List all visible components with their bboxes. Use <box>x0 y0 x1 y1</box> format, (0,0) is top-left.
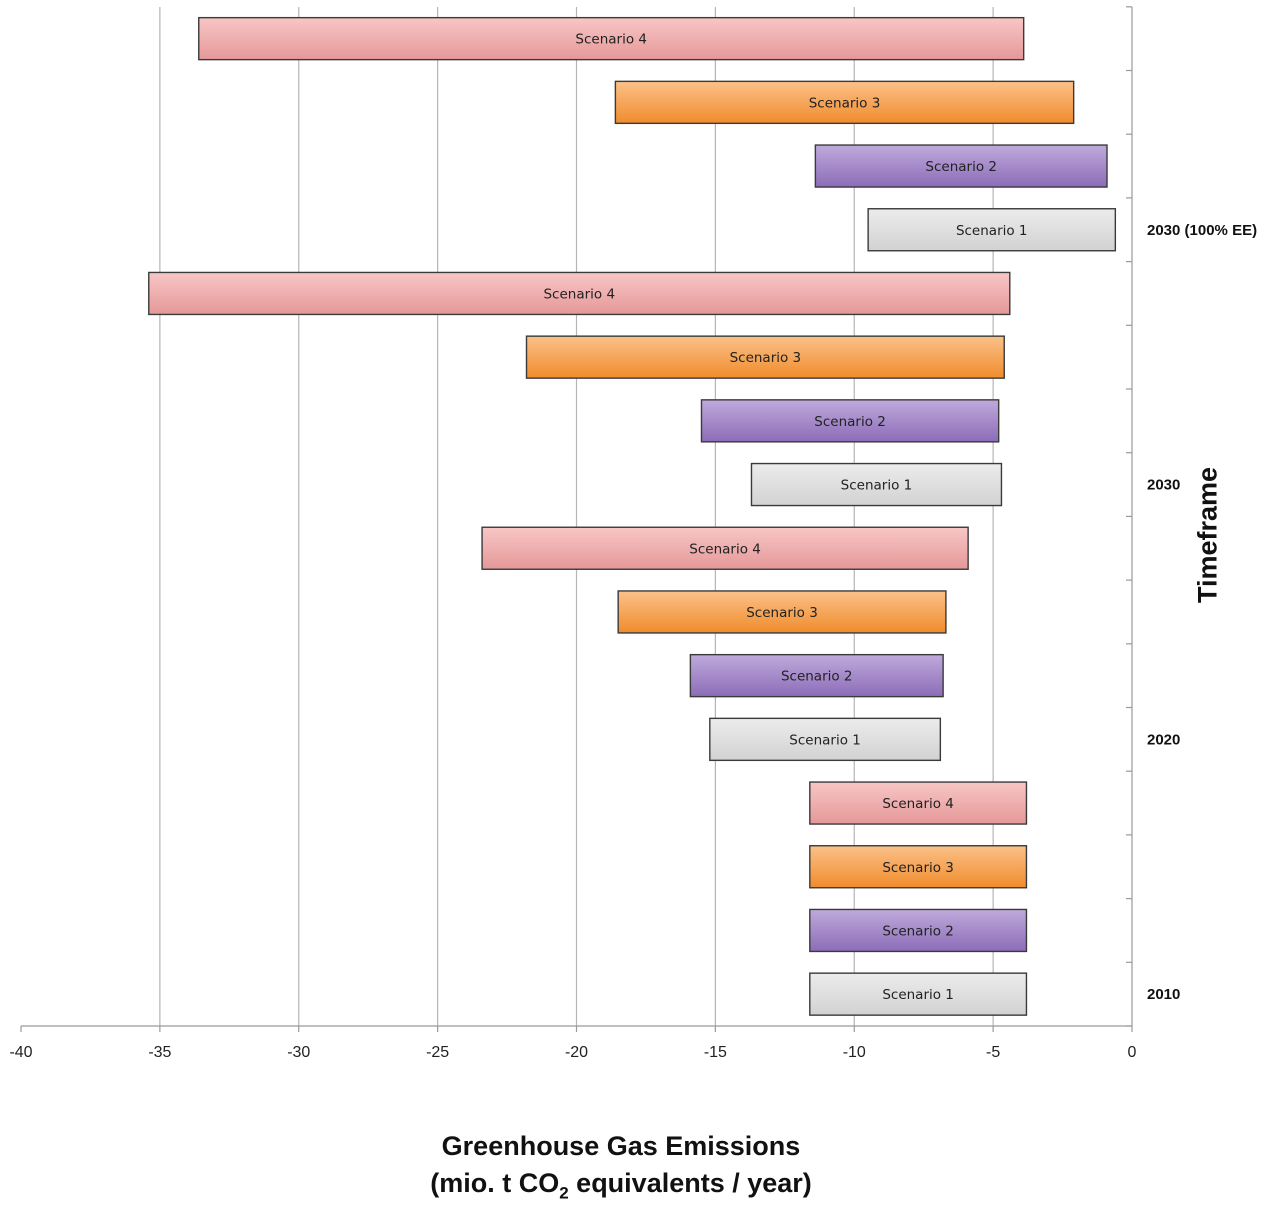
bar-label: Scenario 2 <box>925 159 997 175</box>
bar-label: Scenario 4 <box>543 286 615 302</box>
x-axis-title-pre: (mio. t CO <box>430 1168 560 1198</box>
bar-scenario-1 <box>809 972 1028 1016</box>
bars: Scenario 1 Scenario 2 Scenario 3 Scenario 4… <box>148 16 1117 1016</box>
x-axis-title-post: equivalents / year) <box>568 1168 812 1198</box>
bar-scenario-2 <box>700 399 1000 443</box>
x-tick-label: -35 <box>148 1044 171 1061</box>
category-label: 2030 <box>1147 477 1180 494</box>
x-axis-title: Greenhouse Gas Emissions (mio. t CO2 equ… <box>0 1128 1242 1211</box>
x-tick-label: -5 <box>986 1044 1000 1061</box>
axes: -40 -35 -30 -25 -20 -15 -10 -5 0 <box>9 6 1137 1061</box>
bar-label: Scenario 3 <box>730 350 802 366</box>
bar-label: Scenario 2 <box>781 669 853 685</box>
bar-scenario-1 <box>709 717 942 762</box>
bar-scenario-3 <box>614 80 1075 125</box>
bar-label: Scenario 2 <box>882 923 954 939</box>
bar-label: Scenario 1 <box>841 478 913 494</box>
y-axis-title: Timeframe <box>1192 466 1223 604</box>
x-tick-label: -10 <box>843 1044 866 1061</box>
bar-scenario-4 <box>148 271 1011 316</box>
bar-label: Scenario 4 <box>575 32 647 48</box>
bar-scenario-4 <box>198 16 1025 61</box>
bar-scenario-3 <box>809 845 1028 889</box>
bar-label: Scenario 1 <box>882 987 954 1003</box>
x-axis-title-subscript: 2 <box>559 1183 569 1203</box>
bar-scenario-3 <box>617 590 947 634</box>
bar-scenario-2 <box>814 144 1108 188</box>
category-label: 2030 (100% EE) <box>1147 222 1257 239</box>
bar-scenario-1 <box>867 208 1117 252</box>
category-labels: 2010 2020 2030 2030 (100% EE) <box>1147 222 1257 1003</box>
category-label: 2010 <box>1147 986 1180 1003</box>
x-tick-label: -25 <box>426 1044 449 1061</box>
category-label: 2020 <box>1147 731 1180 748</box>
bar-scenario-2 <box>689 653 944 698</box>
bar-label: Scenario 1 <box>956 223 1028 239</box>
x-tick-label: -20 <box>565 1044 588 1061</box>
bar-scenario-3 <box>525 335 1005 379</box>
bar-label: Scenario 2 <box>814 414 886 430</box>
bar-label: Scenario 3 <box>882 860 954 876</box>
bar-label: Scenario 4 <box>882 796 954 812</box>
bar-scenario-1 <box>750 462 1003 507</box>
bar-scenario-2 <box>809 908 1028 953</box>
x-axis-title-line2: (mio. t CO2 equivalents / year) <box>0 1165 1242 1211</box>
x-tick-label: -40 <box>9 1044 32 1061</box>
x-axis-title-line1: Greenhouse Gas Emissions <box>441 1131 801 1161</box>
bar-label: Scenario 3 <box>746 605 818 621</box>
bar-label: Scenario 1 <box>789 732 861 748</box>
x-tick-label: -30 <box>287 1044 310 1061</box>
bar-label: Scenario 4 <box>689 541 761 557</box>
x-tick-label: -15 <box>704 1044 727 1061</box>
bar-scenario-4 <box>809 781 1028 825</box>
x-tick-label: 0 <box>1128 1044 1137 1061</box>
bar-label: Scenario 3 <box>809 95 881 111</box>
bar-scenario-4 <box>481 526 969 570</box>
